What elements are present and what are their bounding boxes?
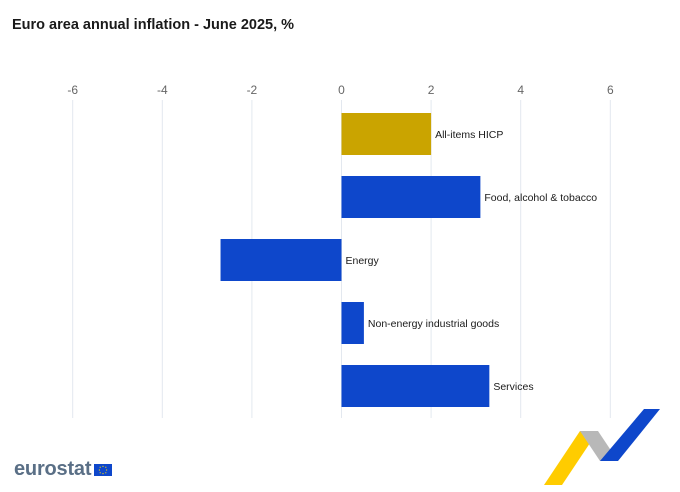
x-tick-label: 4 bbox=[517, 83, 524, 97]
logo-text: eurostat bbox=[14, 458, 92, 480]
category-label: All-items HICP bbox=[435, 129, 503, 141]
eu-flag-icon bbox=[94, 463, 113, 476]
eurostat-corner-graphic bbox=[544, 409, 660, 485]
category-label: Non-energy industrial goods bbox=[368, 318, 499, 330]
bar-2[interactable] bbox=[220, 239, 342, 281]
x-tick-label: 2 bbox=[428, 83, 435, 97]
bar-1[interactable] bbox=[341, 176, 481, 218]
bar-3[interactable] bbox=[341, 302, 364, 344]
eurostat-logo: eurostat bbox=[14, 458, 113, 481]
x-tick-label: -6 bbox=[67, 83, 78, 97]
category-label: Food, alcohol & tobacco bbox=[484, 192, 597, 204]
x-tick-label: 0 bbox=[338, 83, 345, 97]
x-tick-label: -2 bbox=[247, 83, 258, 97]
category-label: Services bbox=[493, 381, 533, 393]
x-tick-label: -4 bbox=[157, 83, 168, 97]
chart-title: Euro area annual inflation - June 2025, … bbox=[12, 17, 295, 33]
bar-0[interactable] bbox=[341, 113, 432, 155]
category-label: Energy bbox=[346, 255, 380, 267]
bar-4[interactable] bbox=[341, 365, 490, 407]
x-tick-label: 6 bbox=[607, 83, 614, 97]
